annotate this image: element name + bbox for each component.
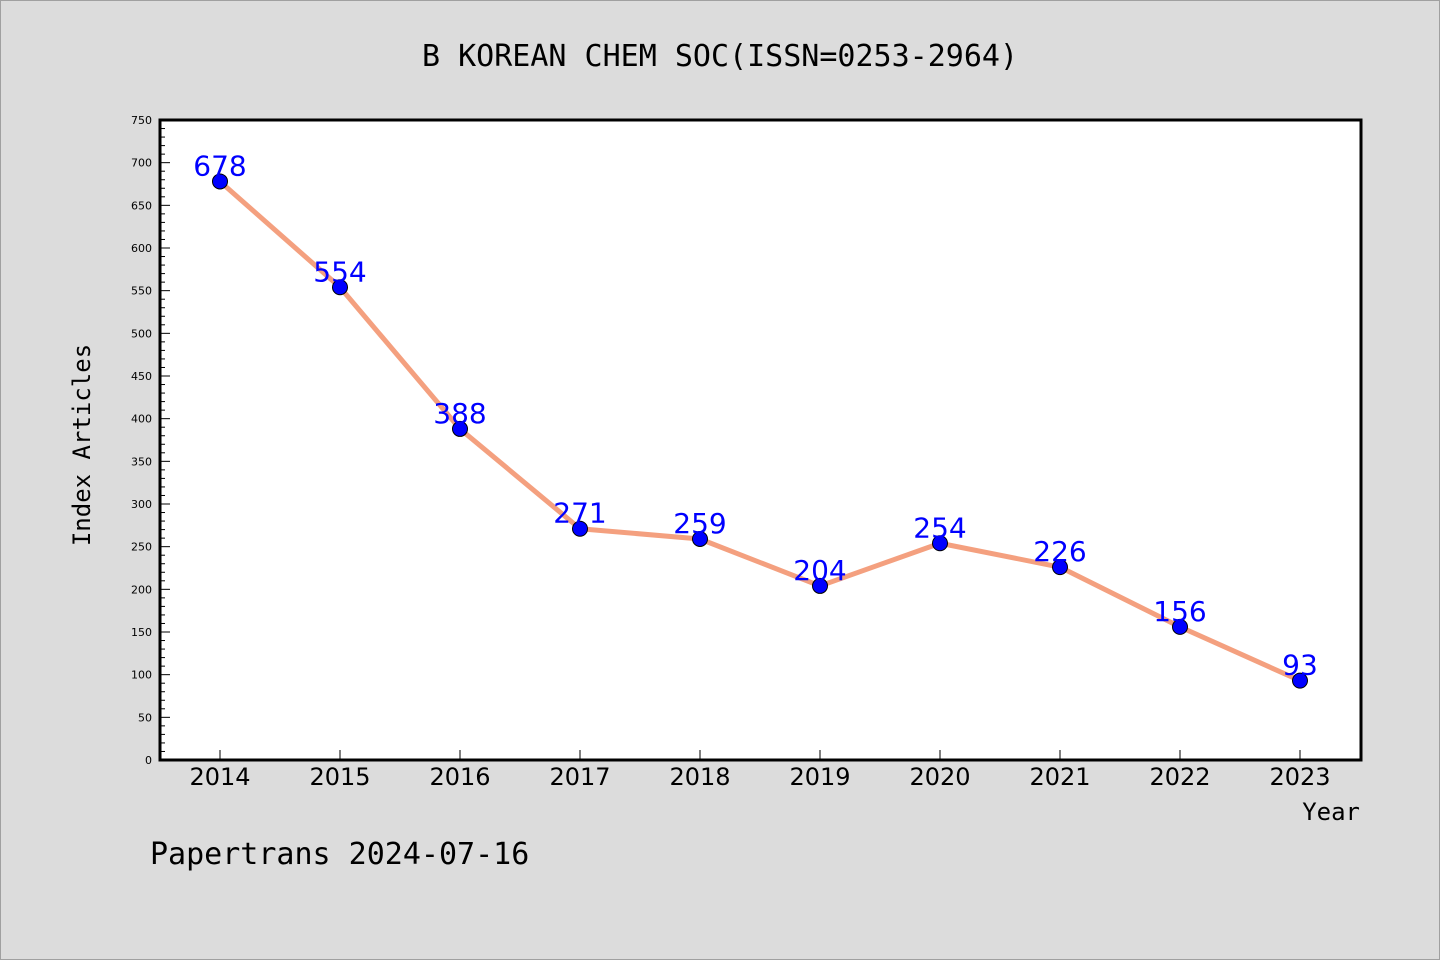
chart-title: B KOREAN CHEM SOC(ISSN=0253-2964) <box>422 39 1018 74</box>
x-tick-label: 2018 <box>669 763 730 791</box>
y-axis: 0 50 100 150 200 250 300 350 400 450 500 550 600 650 7… <box>131 114 170 767</box>
data-point <box>1292 672 1308 689</box>
x-tick-label: 2016 <box>429 763 490 791</box>
y-tick-label: 0 <box>145 754 152 767</box>
x-tick-label: 2022 <box>1149 763 1210 791</box>
x-tick-label: 2023 <box>1269 763 1330 791</box>
data-point <box>812 577 828 594</box>
data-label: 254 <box>913 511 966 544</box>
data-point <box>212 173 228 190</box>
x-tick-label: 2021 <box>1029 763 1090 791</box>
x-tick-label: 2017 <box>549 763 610 791</box>
data-label: 204 <box>793 554 846 587</box>
series-line <box>218 179 1302 683</box>
data-label: 271 <box>553 497 606 530</box>
y-tick-label: 250 <box>131 541 152 554</box>
data-point <box>572 520 588 537</box>
y-tick-label: 150 <box>131 626 152 639</box>
y-tick-label: 300 <box>131 498 152 511</box>
x-axis-label: Year <box>1302 798 1360 826</box>
y-tick-label: 200 <box>131 583 152 596</box>
x-tick-label: 2020 <box>909 763 970 791</box>
plot-area <box>158 118 1363 762</box>
series-layer <box>212 173 1308 689</box>
y-tick-label: 100 <box>131 669 152 682</box>
data-point <box>452 420 468 437</box>
data-point <box>1052 559 1068 576</box>
y-tick-label: 600 <box>131 242 152 255</box>
data-label: 259 <box>673 507 726 540</box>
y-tick-label: 450 <box>131 370 152 383</box>
data-label: 93 <box>1282 649 1318 682</box>
data-label: 554 <box>313 255 366 288</box>
x-tick-label: 2019 <box>789 763 850 791</box>
y-tick-label: 700 <box>131 157 152 170</box>
data-point <box>332 279 348 296</box>
y-axis-label: Index Articles <box>68 344 96 546</box>
data-label: 388 <box>433 397 486 430</box>
y-tick-label: 750 <box>131 114 152 127</box>
y-tick-label: 50 <box>138 711 152 724</box>
data-labels: 678 554 388 271 259 204 254 226 156 93 <box>193 149 1318 681</box>
y-tick-label: 550 <box>131 285 152 298</box>
x-tick-label: 2015 <box>309 763 370 791</box>
footer-credit: Papertrans 2024-07-16 <box>150 837 529 872</box>
data-point <box>692 530 708 547</box>
data-label: 156 <box>1153 595 1206 628</box>
data-point <box>932 535 948 552</box>
data-label: 226 <box>1033 535 1086 568</box>
y-tick-label: 400 <box>131 413 152 426</box>
y-tick-label: 350 <box>131 455 152 468</box>
x-tick-label: 2014 <box>189 763 250 791</box>
data-label: 678 <box>193 149 246 182</box>
y-tick-label: 500 <box>131 327 152 340</box>
x-axis: 2014 2015 2016 2017 2018 2019 2020 2021 2022 2023 <box>189 750 1331 791</box>
data-point <box>1172 618 1188 635</box>
y-tick-label: 650 <box>131 199 152 212</box>
